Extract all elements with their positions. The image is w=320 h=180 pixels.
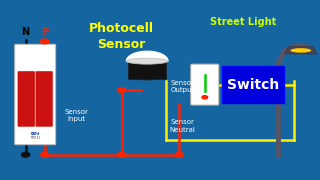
Ellipse shape bbox=[128, 71, 166, 80]
Text: Switch: Switch bbox=[227, 78, 279, 92]
FancyBboxPatch shape bbox=[128, 61, 166, 79]
Circle shape bbox=[117, 88, 126, 92]
Circle shape bbox=[21, 152, 30, 157]
Circle shape bbox=[41, 39, 49, 44]
FancyBboxPatch shape bbox=[222, 66, 284, 103]
Circle shape bbox=[41, 152, 49, 157]
Text: Sensor
Output: Sensor Output bbox=[170, 80, 195, 93]
Text: Sensor
Input: Sensor Input bbox=[65, 109, 89, 122]
Text: Photocell
Sensor: Photocell Sensor bbox=[89, 21, 154, 51]
Circle shape bbox=[117, 152, 126, 157]
FancyBboxPatch shape bbox=[18, 71, 35, 127]
Ellipse shape bbox=[126, 58, 168, 64]
Text: YYRT-63: YYRT-63 bbox=[30, 136, 40, 140]
Text: P: P bbox=[41, 27, 48, 37]
Text: Street Light: Street Light bbox=[210, 17, 276, 27]
Text: DNFd: DNFd bbox=[31, 132, 40, 136]
Circle shape bbox=[202, 96, 208, 99]
FancyBboxPatch shape bbox=[36, 71, 53, 127]
Circle shape bbox=[175, 152, 183, 157]
Polygon shape bbox=[285, 47, 317, 54]
FancyBboxPatch shape bbox=[15, 44, 56, 145]
Text: Sensor
Neutral: Sensor Neutral bbox=[170, 120, 195, 132]
Ellipse shape bbox=[291, 48, 311, 53]
Polygon shape bbox=[126, 51, 168, 61]
FancyBboxPatch shape bbox=[191, 64, 219, 105]
Text: N: N bbox=[21, 27, 30, 37]
